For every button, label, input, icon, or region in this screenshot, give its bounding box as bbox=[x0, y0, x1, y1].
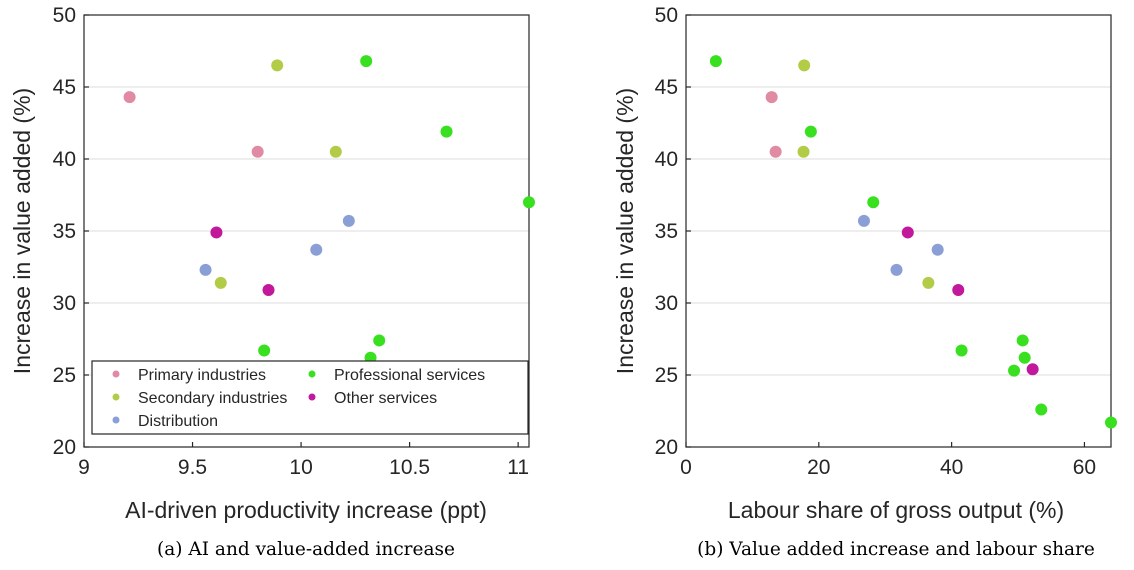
y-tick-label: 25 bbox=[53, 364, 76, 387]
chart-b-points bbox=[709, 55, 1117, 429]
chart-a-legend: Primary industries Secondary industries Di… bbox=[91, 360, 529, 435]
y-tick-label: 35 bbox=[53, 220, 76, 243]
x-tick-label: 60 bbox=[1073, 456, 1096, 479]
y-tick-label: 30 bbox=[655, 292, 678, 315]
x-tick-label: 0 bbox=[680, 456, 692, 479]
y-tick-label: 45 bbox=[53, 76, 76, 99]
data-point bbox=[798, 59, 811, 72]
data-point bbox=[342, 214, 355, 227]
data-point bbox=[251, 145, 264, 158]
data-point bbox=[360, 55, 373, 68]
chart-a: 20 25 30 35 40 45 50 9 9.5 10 10.5 11 AI-driven pro… bbox=[9, 4, 535, 560]
legend-marker bbox=[112, 370, 120, 378]
chart-a-gridlines bbox=[84, 86, 529, 376]
data-point bbox=[1008, 364, 1021, 377]
data-point bbox=[952, 284, 965, 297]
data-point bbox=[901, 226, 914, 239]
chart-b-ylabel: Increase in value added (%) bbox=[612, 88, 638, 374]
y-tick-label: 45 bbox=[655, 76, 678, 99]
x-tick-label: 9 bbox=[78, 456, 90, 479]
y-tick-label: 25 bbox=[655, 364, 678, 387]
chart-a-caption: (a) AI and value-added increase bbox=[157, 539, 455, 560]
data-point bbox=[1016, 334, 1029, 347]
data-point bbox=[931, 243, 944, 256]
y-tick-label: 35 bbox=[655, 220, 678, 243]
legend-marker bbox=[112, 393, 120, 401]
x-tick-label: 10 bbox=[289, 456, 312, 479]
y-tick-label: 30 bbox=[53, 292, 76, 315]
data-point bbox=[1105, 416, 1117, 429]
x-tick-label: 40 bbox=[940, 456, 963, 479]
y-tick-label: 40 bbox=[655, 148, 678, 171]
chart-a-ticks: 20 25 30 35 40 45 50 9 9.5 10 10.5 11 bbox=[53, 4, 529, 479]
data-point bbox=[1018, 351, 1031, 364]
data-point bbox=[1026, 363, 1039, 376]
data-point bbox=[1035, 403, 1048, 416]
data-point bbox=[867, 196, 880, 209]
chart-b-caption: (b) Value added increase and labour shar… bbox=[697, 539, 1095, 560]
data-point bbox=[258, 344, 271, 357]
legend-marker bbox=[308, 370, 316, 378]
x-tick-label: 20 bbox=[807, 456, 830, 479]
legend-label: Primary industries bbox=[138, 367, 266, 384]
data-point bbox=[922, 276, 935, 289]
x-tick-label: 11 bbox=[507, 456, 529, 479]
chart-a-points bbox=[123, 55, 535, 364]
data-point bbox=[857, 214, 870, 227]
data-point bbox=[262, 284, 275, 297]
chart-b-gridlines bbox=[686, 86, 1111, 376]
data-point bbox=[210, 226, 223, 239]
y-tick-label: 20 bbox=[53, 436, 76, 459]
legend-marker bbox=[112, 416, 120, 424]
data-point bbox=[373, 334, 386, 347]
y-tick-label: 40 bbox=[53, 148, 76, 171]
legend-label: Secondary industries bbox=[138, 390, 287, 407]
data-point bbox=[955, 344, 968, 357]
legend-label: Other services bbox=[334, 390, 437, 407]
data-point bbox=[890, 263, 903, 276]
data-point bbox=[797, 145, 810, 158]
y-tick-label: 50 bbox=[655, 4, 678, 27]
legend-label: Distribution bbox=[138, 413, 218, 430]
chart-b-xlabel: Labour share of gross output (%) bbox=[728, 497, 1064, 523]
data-point bbox=[709, 55, 722, 68]
chart-a-xlabel: AI-driven productivity increase (ppt) bbox=[125, 497, 487, 523]
data-point bbox=[199, 263, 212, 276]
x-tick-label: 9.5 bbox=[178, 456, 207, 479]
data-point bbox=[310, 243, 323, 256]
data-point bbox=[765, 91, 778, 104]
data-point bbox=[123, 91, 136, 104]
data-point bbox=[440, 125, 453, 138]
data-point bbox=[769, 145, 782, 158]
y-tick-label: 50 bbox=[53, 4, 76, 27]
data-point bbox=[329, 145, 342, 158]
data-point bbox=[523, 196, 535, 209]
data-point bbox=[271, 59, 284, 72]
chart-a-ylabel: Increase in value added (%) bbox=[9, 88, 35, 374]
data-point bbox=[804, 125, 817, 138]
x-tick-label: 10.5 bbox=[389, 456, 430, 479]
legend-label: Professional services bbox=[334, 367, 485, 384]
y-tick-label: 20 bbox=[655, 436, 678, 459]
data-point bbox=[214, 276, 227, 289]
legend-marker bbox=[308, 393, 316, 401]
